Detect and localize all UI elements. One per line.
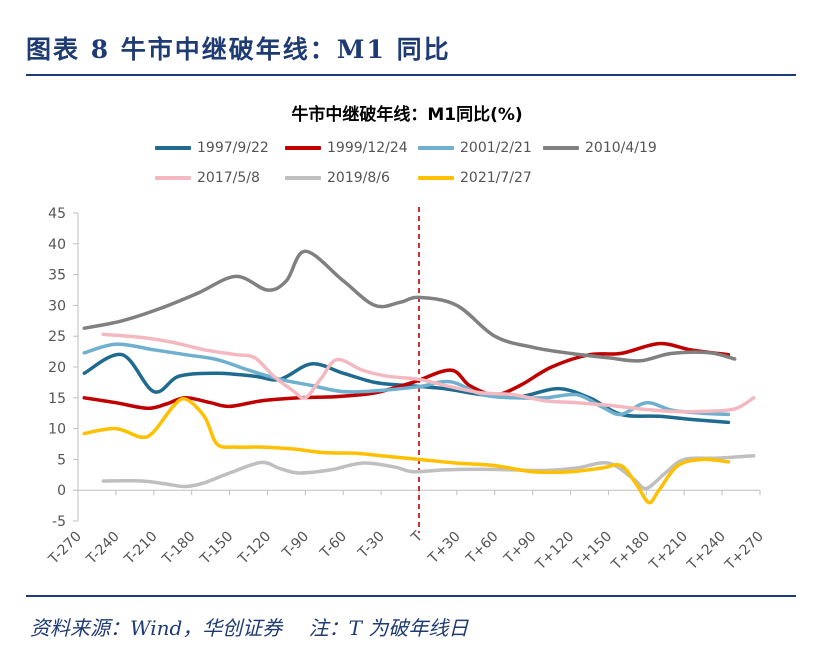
y-tick-label: 30 <box>48 298 66 314</box>
series-line-2017-5-8 <box>101 332 756 414</box>
legend-swatch <box>543 146 579 150</box>
legend-swatch <box>285 146 321 150</box>
x-tick-label: T-150 <box>197 529 237 569</box>
legend-swatch <box>418 146 454 150</box>
legend-item-2010-4-19: 2010/4/19 <box>543 140 657 156</box>
t-definition-note: 注：T 为破年线日 <box>308 616 469 640</box>
y-tick-label: 0 <box>57 483 66 499</box>
series-line-2019-8-6 <box>101 453 756 491</box>
y-tick-label: 20 <box>48 360 66 376</box>
x-tick-label: T-30 <box>355 529 388 562</box>
y-tick-label: 25 <box>48 329 66 345</box>
line-chart: -5 0 5 10 15 20 25 30 35 40 45 T-270T-240T-210T-180… <box>45 206 767 574</box>
legend-label: 2010/4/19 <box>585 140 657 156</box>
x-tick-label: T+60 <box>463 529 502 568</box>
x-tick-label: T-90 <box>279 529 312 562</box>
x-tick-label: T+30 <box>425 529 464 568</box>
legend-label: 2017/5/8 <box>197 170 260 186</box>
x-tick-label: T-180 <box>159 529 199 569</box>
x-tick-label: T+270 <box>722 529 767 574</box>
source-note: 资料来源：Wind，华创证券 <box>30 616 283 640</box>
y-tick-label: -5 <box>52 514 66 530</box>
series-line-2010-4-19 <box>82 249 737 363</box>
legend-label: 2019/8/6 <box>327 170 390 186</box>
legend-label: 1997/9/22 <box>197 140 269 156</box>
legend-item-1997-9-22: 1997/9/22 <box>155 140 269 156</box>
bottom-rule <box>26 595 796 597</box>
legend-item-2021-7-27: 2021/7/27 <box>418 170 532 186</box>
footer: 资料来源：Wind，华创证券 注：T 为破年线日 <box>30 612 488 641</box>
legend-item-1999-12-24: 1999/12/24 <box>285 140 408 156</box>
x-tick-label: T-210 <box>121 529 161 569</box>
y-tick-label: 15 <box>48 391 66 407</box>
legend-swatch <box>285 176 321 180</box>
legend-label: 1999/12/24 <box>327 140 408 156</box>
x-tick-label: T-270 <box>45 529 85 569</box>
legend-label: 2021/7/27 <box>460 170 532 186</box>
y-tick-label: 35 <box>48 268 66 284</box>
legend-swatch <box>155 146 191 150</box>
y-tick-label: 45 <box>48 206 66 222</box>
x-tick-label: T-60 <box>317 529 350 562</box>
chart-title: 牛市中继破年线：M1同比(%) <box>291 105 523 125</box>
y-tick-label: 40 <box>48 237 66 253</box>
x-tick-label: T-240 <box>83 529 123 569</box>
x-tick-label: T+150 <box>570 529 615 574</box>
x-tick-label: T+240 <box>684 529 729 574</box>
legend-swatch <box>418 176 454 180</box>
x-tick-label: T <box>408 528 426 546</box>
x-tick-label: T+210 <box>646 529 691 574</box>
y-tick-label: 5 <box>57 452 66 468</box>
x-tick-label: T+180 <box>608 529 653 574</box>
x-tick-label: T+120 <box>532 529 577 574</box>
figure-title: 图表 8 牛市中继破年线：M1 同比 <box>26 35 451 64</box>
y-tick-label: 10 <box>48 422 66 438</box>
legend-label: 2001/2/21 <box>460 140 532 156</box>
x-tick-label: T-120 <box>235 529 275 569</box>
legend-item-2017-5-8: 2017/5/8 <box>155 170 260 186</box>
series-line-2021-7-27 <box>82 396 731 505</box>
legend-item-2001-2-21: 2001/2/21 <box>418 140 532 156</box>
legend-item-2019-8-6: 2019/8/6 <box>285 170 390 186</box>
legend-swatch <box>155 176 191 180</box>
top-rule <box>26 74 796 76</box>
